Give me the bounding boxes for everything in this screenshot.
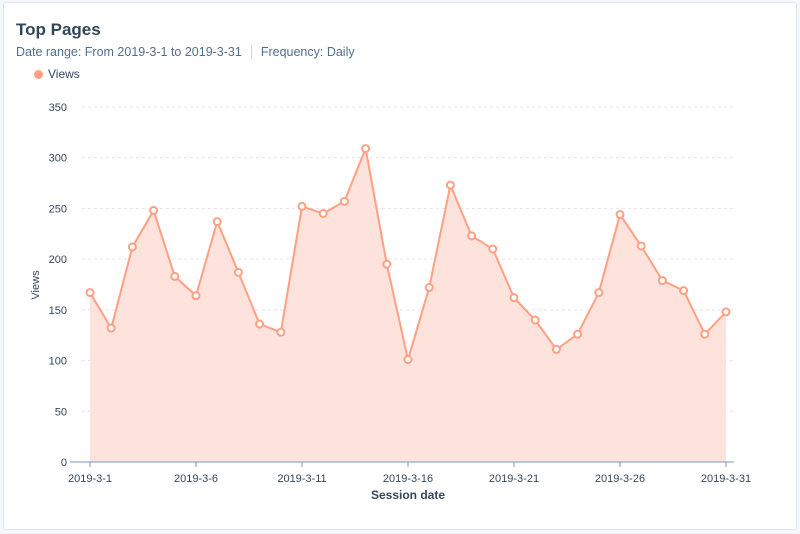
data-point[interactable] [594,288,604,298]
data-point[interactable] [212,217,222,227]
data-point[interactable] [403,355,413,365]
data-point[interactable] [297,201,307,211]
data-point[interactable] [445,180,455,190]
data-point[interactable] [255,319,265,329]
data-point[interactable] [509,293,519,303]
x-tick-label: 2019-3-31 [701,473,751,485]
y-tick-label: 100 [49,356,67,368]
x-tick-label: 2019-3-6 [174,473,218,485]
x-tick-label: 2019-3-11 [277,473,326,485]
data-point[interactable] [657,275,667,285]
x-tick-label: 2019-3-26 [595,473,645,485]
x-tick-label: 2019-3-21 [489,473,539,485]
data-point[interactable] [551,344,561,354]
x-axis-label: Session date [371,488,445,502]
data-point[interactable] [488,244,498,254]
y-tick-label: 250 [49,203,67,215]
data-point[interactable] [233,267,243,277]
data-point[interactable] [318,209,328,218]
data-point[interactable] [382,259,392,269]
x-tick-label: 2019-3-16 [383,473,433,485]
legend-label: Views [48,67,80,81]
data-point[interactable] [276,327,286,337]
y-tick-label: 150 [49,305,67,317]
data-point[interactable] [127,242,137,252]
data-point[interactable] [679,286,689,296]
frequency: Frequency: Daily [260,45,355,59]
data-point[interactable] [191,291,201,301]
data-point[interactable] [467,231,477,241]
chart-subtitle: Date range: From 2019-3-1 to 2019-3-31 F… [16,45,355,59]
y-tick-label: 300 [49,153,67,165]
data-point[interactable] [361,144,371,154]
legend-item-views[interactable]: Views [34,67,80,81]
data-point[interactable] [721,307,731,317]
data-point[interactable] [149,205,159,215]
data-point[interactable] [106,323,116,333]
data-point[interactable] [636,241,646,251]
y-tick-label: 200 [49,254,67,266]
data-point[interactable] [339,196,349,206]
data-point[interactable] [85,288,95,298]
legend-dot-icon [34,69,43,79]
date-range: Date range: From 2019-3-1 to 2019-3-31 [16,45,242,59]
data-point[interactable] [530,315,540,325]
y-tick-label: 350 [49,102,67,114]
y-tick-label: 0 [61,457,67,469]
data-point[interactable] [424,283,434,293]
x-tick-label: 2019-3-1 [68,473,112,485]
y-tick-label: 50 [55,406,67,418]
y-axis-label: Views [30,270,42,300]
chart-title: Top Pages [16,20,101,39]
data-point[interactable] [700,329,710,339]
data-point[interactable] [170,271,180,281]
divider [250,45,252,59]
data-point[interactable] [573,329,583,339]
area-fill [90,148,726,463]
data-point[interactable] [615,210,625,220]
